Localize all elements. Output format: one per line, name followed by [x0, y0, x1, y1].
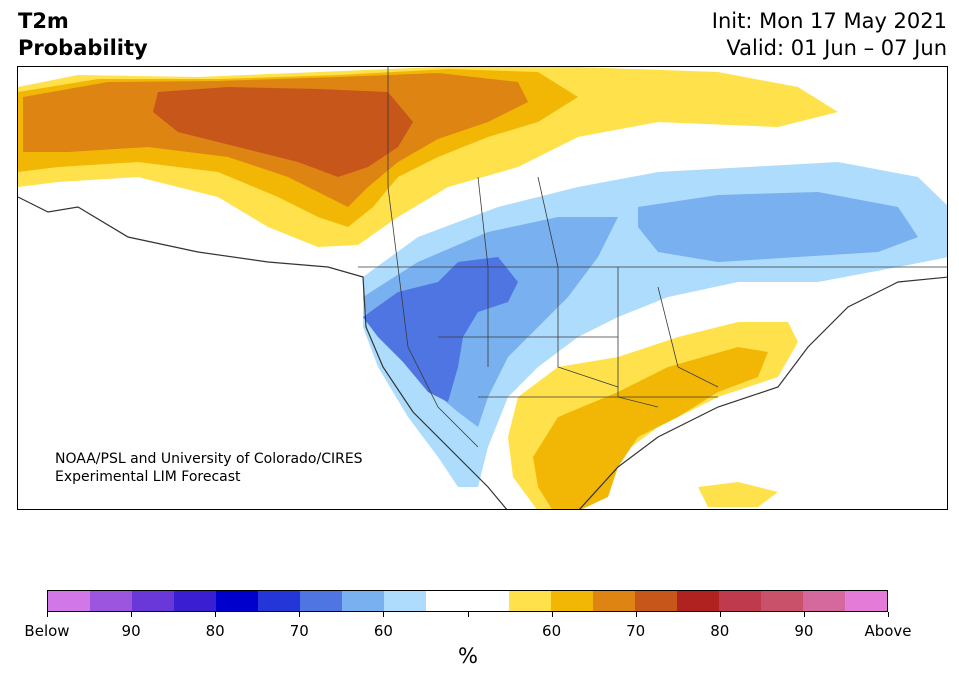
colorbar-cell — [509, 591, 552, 611]
colorbar-cell — [383, 591, 426, 611]
colorbar-tick — [467, 612, 469, 617]
variable-title: T2m — [18, 9, 69, 33]
colorbar-tick — [47, 612, 48, 617]
credit-line-1: NOAA/PSL and University of Colorado/CIRE… — [55, 451, 363, 467]
colorbar-tick-label: 70 — [289, 622, 309, 640]
colorbar-unit: % — [458, 644, 478, 668]
credit-line-2: Experimental LIM Forecast — [55, 469, 241, 485]
boundary-lines — [358, 67, 947, 448]
colorbar-tick — [131, 612, 133, 617]
colorbar-tick-label: Above — [864, 622, 912, 640]
credit-text: NOAA/PSL and University of Colorado/CIRE… — [55, 450, 363, 486]
colorbar-tick-label: 80 — [710, 622, 730, 640]
colorbar-tick-label: 60 — [373, 622, 393, 640]
colorbar — [47, 590, 888, 612]
colorbar-tick — [551, 612, 553, 617]
colorbar-tick — [803, 612, 805, 617]
coastline — [18, 196, 947, 509]
colorbar-cell — [677, 591, 720, 611]
colorbar-cell — [635, 591, 678, 611]
region-below-70-east — [638, 192, 918, 262]
colorbar-cell — [719, 591, 762, 611]
forecast-map — [17, 66, 948, 510]
colorbar-cell — [425, 591, 468, 611]
colorbar-cell — [299, 591, 342, 611]
colorbar-tick — [635, 612, 637, 617]
region-below-80 — [363, 257, 518, 402]
colorbar-cell — [341, 591, 384, 611]
colorbar-cell — [131, 591, 174, 611]
colorbar-cell — [257, 591, 300, 611]
colorbar-cell — [845, 591, 888, 611]
colorbar-tick-label: 60 — [542, 622, 562, 640]
valid-date: Valid: 01 Jun – 07 Jun — [726, 36, 947, 60]
map-canvas — [18, 67, 947, 509]
colorbar-tick-label: Below — [24, 622, 70, 640]
colorbar-tick — [383, 612, 385, 617]
colorbar-tick — [888, 612, 889, 617]
colorbar-tick-label: 90 — [121, 622, 141, 640]
colorbar-tick — [215, 612, 217, 617]
colorbar-tick — [299, 612, 301, 617]
colorbar-cell — [467, 591, 510, 611]
colorbar-cell — [803, 591, 846, 611]
init-date: Init: Mon 17 May 2021 — [711, 9, 947, 33]
region-above-90-north — [153, 87, 413, 177]
colorbar-cell — [173, 591, 216, 611]
date-block: Init: Mon 17 May 2021 Valid: 01 Jun – 07… — [712, 8, 947, 62]
colorbar-cell — [89, 591, 132, 611]
region-above-60-greenland — [698, 482, 778, 507]
region-above-70-south — [533, 347, 768, 509]
colorbar-tick-label: 80 — [205, 622, 225, 640]
colorbar-cell — [48, 591, 90, 611]
colorbar-tick — [719, 612, 721, 617]
colorbar-tick-label: 70 — [626, 622, 646, 640]
colorbar-cell — [551, 591, 594, 611]
title-block: T2m Probability — [18, 8, 148, 62]
colorbar-cell — [761, 591, 804, 611]
colorbar-tick-label: 90 — [794, 622, 814, 640]
colorbar-cell — [593, 591, 636, 611]
product-title: Probability — [18, 36, 148, 60]
colorbar-cell — [215, 591, 258, 611]
